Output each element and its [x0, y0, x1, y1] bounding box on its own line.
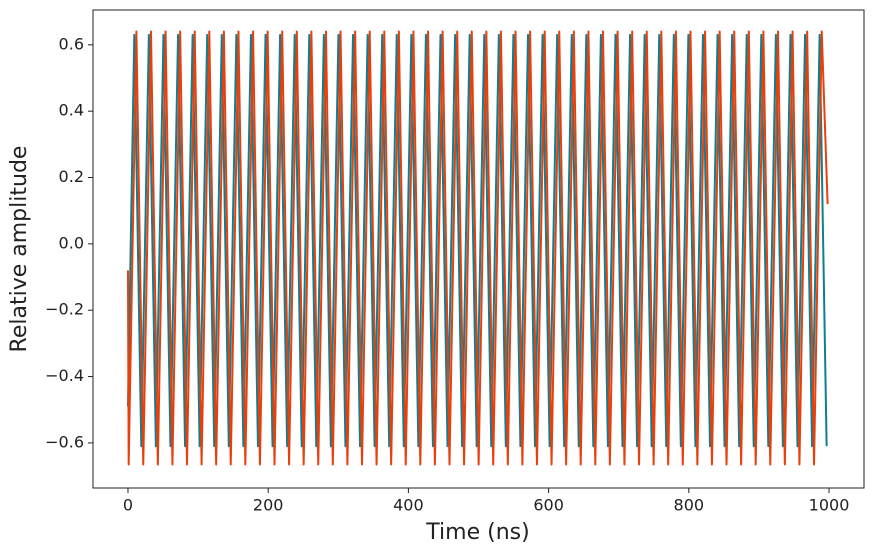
x-axis-label: Time (ns)	[425, 520, 529, 545]
x-tick-label: 800	[674, 496, 705, 515]
x-tick-label: 400	[393, 496, 424, 515]
y-tick-label: −0.6	[45, 432, 84, 451]
series-line	[126, 30, 829, 466]
y-tick-label: 0.2	[59, 167, 84, 186]
y-tick-label: 0.4	[59, 101, 84, 120]
plot-frame	[92, 9, 865, 489]
x-tick-label: 1000	[809, 496, 850, 515]
series-line	[126, 33, 828, 448]
x-tick-label: 0	[123, 496, 133, 515]
y-tick-label: −0.2	[45, 300, 84, 319]
y-axis-label: Relative amplitude	[7, 146, 32, 353]
x-tick-label: 200	[253, 496, 284, 515]
y-tick-label: 0.0	[59, 233, 84, 252]
y-tick-label: 0.6	[59, 34, 84, 53]
x-tick-label: 600	[533, 496, 564, 515]
y-tick-label: −0.4	[45, 366, 84, 385]
